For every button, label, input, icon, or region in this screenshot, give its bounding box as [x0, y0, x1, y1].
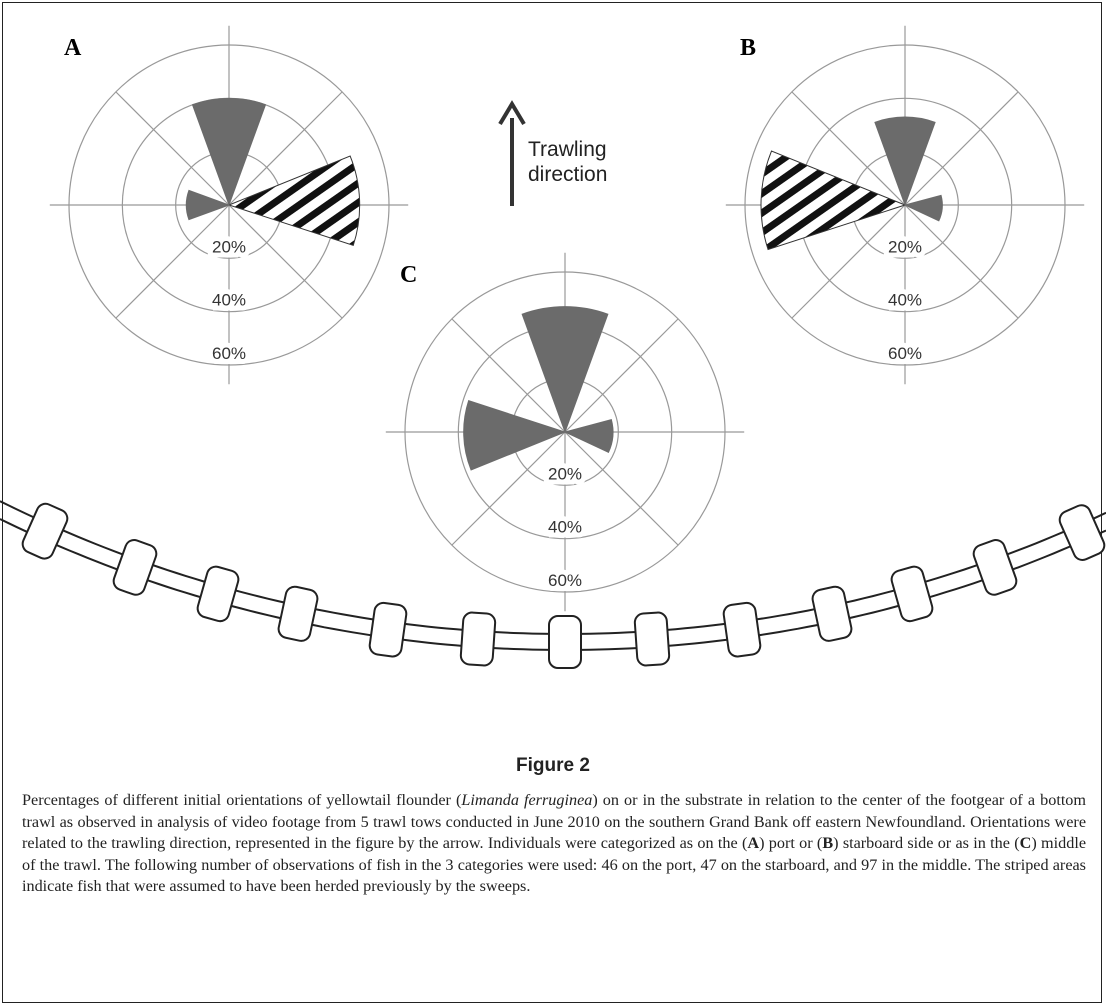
ring-label: 40% [548, 518, 582, 537]
ring [744, 44, 1066, 366]
sector [521, 306, 609, 434]
spoke [115, 91, 230, 206]
figure-graphic: 20% 40% 60% A 20% 40% 60% B 20% 40% 60% C [0, 25, 1106, 669]
caption-panel: A [747, 834, 760, 853]
panel-letter: A [64, 35, 82, 61]
spoke [228, 204, 343, 319]
footgear [0, 500, 1106, 669]
bobbin [890, 565, 934, 623]
spoke [564, 318, 679, 433]
ring-label: 60% [888, 344, 922, 363]
caption-panel: B [822, 834, 834, 853]
caption-panel: C [1019, 834, 1032, 853]
ring-label: 20% [548, 464, 582, 483]
panel-letter: B [740, 35, 756, 61]
ring-label: 20% [888, 237, 922, 256]
bobbin [722, 601, 762, 658]
bobbin [633, 611, 671, 667]
ring [404, 271, 726, 593]
sector [874, 116, 936, 207]
caption-text: ) on or in the substrate in relation to … [22, 791, 1086, 853]
spoke [115, 204, 230, 319]
bobbin [811, 585, 853, 642]
bobbin [459, 611, 497, 667]
ring-label: 60% [212, 344, 246, 363]
bobbin [112, 539, 158, 596]
bobbin [196, 565, 240, 623]
spoke [791, 91, 906, 206]
bobbin [277, 585, 319, 642]
caption-text: Percentages of different initial orienta… [22, 791, 462, 809]
spoke [564, 431, 679, 546]
trawling-arrow [498, 100, 526, 206]
hatched-sector [760, 150, 907, 251]
ring-label: 40% [888, 291, 922, 310]
caption-text: ) starboard side or as in the ( [833, 834, 1020, 853]
bobbin [368, 601, 408, 658]
caption: Percentages of different initial orienta… [22, 790, 1086, 898]
spoke [228, 91, 343, 206]
ring-label: 40% [212, 291, 246, 310]
bobbin [1058, 504, 1106, 561]
caption-text: ) port or ( [759, 834, 823, 853]
ring-label: 20% [212, 237, 246, 256]
bobbin [972, 539, 1018, 596]
sector [191, 97, 267, 207]
sector [563, 418, 614, 453]
spoke [451, 318, 566, 433]
spoke [904, 204, 1019, 319]
polar-chart: 20% 40% 60% A [49, 25, 409, 385]
caption-species: Limanda ferruginea [461, 791, 593, 809]
polar-chart: 20% 40% 60% B [725, 25, 1085, 385]
ring-label: 60% [548, 571, 582, 590]
arrow-label: Trawling direction [528, 138, 608, 186]
spoke [791, 204, 906, 319]
hatched-sector [227, 155, 361, 247]
bobbin [548, 615, 582, 669]
panel-letter: C [400, 262, 417, 288]
sector [185, 189, 231, 221]
bobbin [21, 502, 69, 560]
figure-label: Figure 2 [516, 755, 590, 776]
polar-chart: 20% 40% 60% C [385, 252, 745, 612]
spoke [904, 91, 1019, 206]
sector [903, 194, 943, 222]
ring [68, 44, 390, 366]
sector [463, 400, 567, 471]
caption-text: ) middle of the trawl. The following num… [22, 834, 1087, 896]
spoke [451, 431, 566, 546]
